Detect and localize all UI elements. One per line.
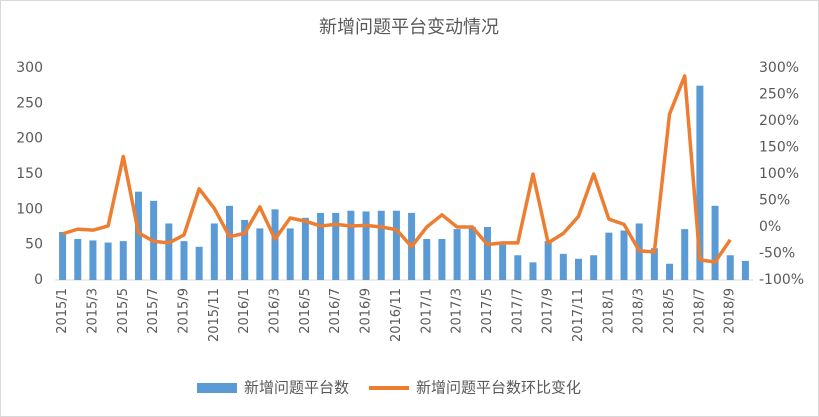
y2-tick-label: 0% (759, 219, 781, 235)
bar (468, 227, 476, 280)
bar (499, 244, 507, 280)
bar (590, 255, 598, 280)
chart-title: 新增问题平台变动情况 (319, 17, 499, 38)
y2-tick-label: 150% (759, 140, 799, 156)
x-tick-label: 2015/5 (116, 288, 131, 334)
x-tick-label: 2018/1 (601, 288, 616, 334)
bar (726, 255, 734, 280)
y2-tick-label: 250% (759, 87, 799, 103)
x-tick-label: 2017/1 (419, 288, 434, 334)
line (62, 74, 732, 264)
legend-label: 新增问题平台数环比变化 (416, 379, 581, 397)
bar (286, 228, 294, 280)
x-tick-label: 2016/5 (298, 288, 313, 334)
bar (650, 248, 658, 280)
y-tick-label: 150 (16, 166, 43, 182)
x-tick-label: 2018/9 (723, 288, 738, 334)
bar (514, 255, 522, 280)
bar (666, 263, 674, 280)
bar (605, 232, 613, 280)
y2-tick-label: -50% (759, 246, 795, 262)
x-tick-label: 2017/9 (541, 288, 556, 334)
y2-tick-label: 100% (759, 166, 799, 182)
x-tick-label: 2016/1 (237, 288, 252, 334)
y-tick-label: 250 (16, 95, 43, 111)
bar (559, 253, 567, 280)
bar (104, 242, 112, 280)
x-tick-label: 2016/3 (268, 288, 283, 334)
x-tick-label: 2015/11 (207, 288, 222, 342)
bar (696, 85, 704, 281)
bar (89, 240, 97, 280)
x-tick-label: 2016/11 (389, 288, 404, 342)
bar (59, 231, 67, 280)
x-tick-label: 2016/7 (328, 288, 343, 334)
bar (210, 223, 218, 280)
bar (74, 239, 82, 280)
bar (741, 260, 749, 280)
bar (271, 209, 279, 280)
legend-label: 新增问题平台数 (244, 379, 349, 397)
bar (620, 230, 628, 280)
bar (483, 227, 491, 280)
bar (119, 241, 127, 280)
bar (438, 239, 446, 280)
y2-tick-label: 300% (759, 60, 799, 76)
bar (165, 223, 173, 280)
bar (575, 258, 582, 280)
x-tick-label: 2018/7 (692, 288, 707, 334)
y2-tick-label: 200% (759, 113, 799, 129)
x-tick-label: 2018/5 (662, 288, 677, 334)
legend-swatch (197, 383, 237, 393)
y-tick-label: 0 (34, 272, 43, 288)
x-tick-label: 2017/5 (480, 288, 495, 334)
bar (195, 246, 203, 280)
bar (453, 229, 461, 280)
bar (332, 212, 340, 280)
x-tick-label: 2017/3 (450, 288, 465, 334)
bar (241, 219, 249, 280)
bar (256, 228, 264, 280)
bar (226, 205, 233, 280)
y-tick-label: 300 (16, 60, 43, 76)
bar (392, 210, 400, 280)
x-tick-label: 2015/7 (146, 288, 161, 334)
y-tick-label: 100 (16, 201, 43, 217)
bar (711, 205, 719, 280)
bar (681, 229, 689, 280)
bar (529, 262, 537, 280)
y2-tick-label: -100% (759, 272, 804, 288)
bar (180, 241, 188, 280)
x-tick-label: 2015/9 (176, 288, 191, 334)
y2-tick-label: 50% (759, 193, 790, 209)
bar (134, 191, 142, 280)
bar (544, 241, 552, 280)
bar (317, 212, 325, 280)
x-tick-label: 2018/3 (632, 288, 647, 334)
bar (347, 210, 355, 280)
bar (377, 210, 385, 280)
y-tick-label: 200 (16, 131, 43, 147)
x-tick-label: 2015/3 (85, 288, 100, 334)
bar (362, 211, 370, 280)
x-tick-label: 2017/11 (571, 288, 586, 342)
bar (423, 239, 431, 280)
bar (301, 217, 309, 280)
x-tick-label: 2017/7 (510, 288, 525, 334)
x-tick-label: 2016/9 (359, 288, 374, 334)
x-tick-label: 2015/1 (55, 288, 70, 334)
y-tick-label: 50 (25, 237, 43, 253)
